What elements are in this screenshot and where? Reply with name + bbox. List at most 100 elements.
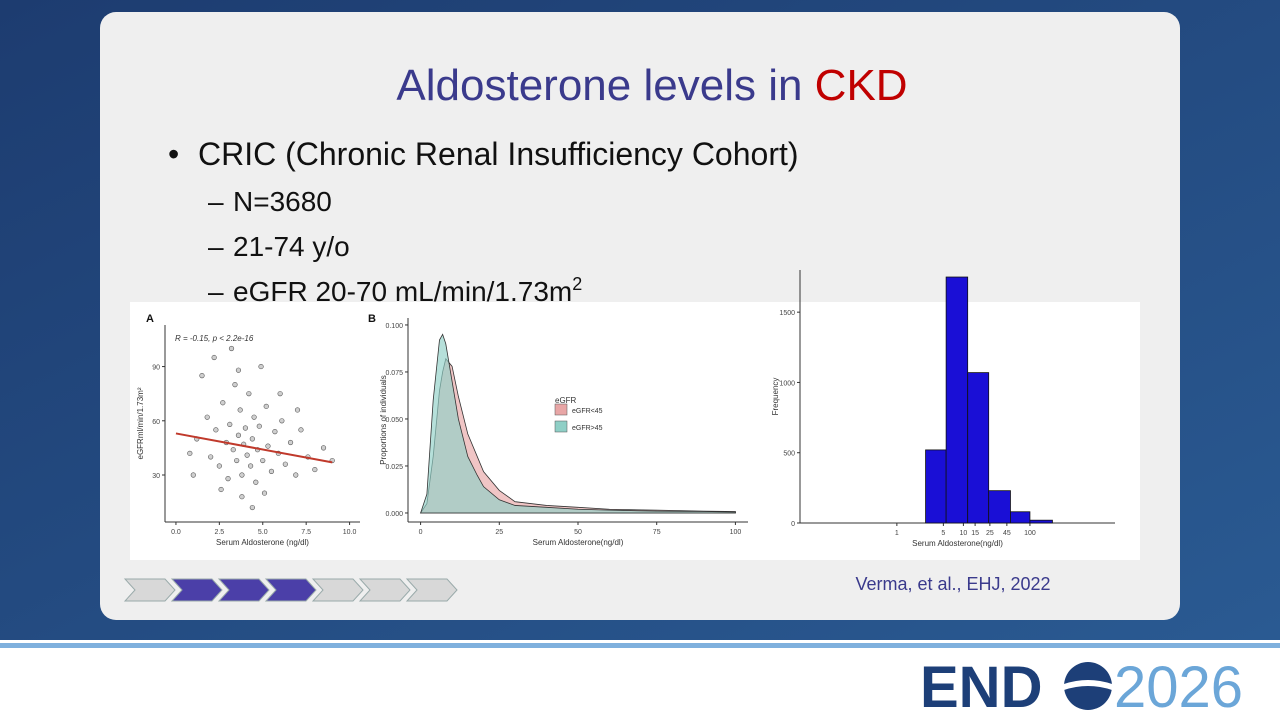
point xyxy=(265,443,271,449)
logo-right: 2026 xyxy=(1114,655,1243,720)
panel-label: B xyxy=(368,313,376,325)
x-tick-label: 25 xyxy=(495,529,503,536)
y-tick-label: 0.075 xyxy=(385,370,403,377)
legend-label: eGFR>45 xyxy=(572,425,603,432)
y-tick-label: 90 xyxy=(152,365,160,372)
y-axis-label: Proportions of individuals xyxy=(379,375,388,464)
sub-bullet-dash: – xyxy=(208,186,224,217)
y-tick-label: 1500 xyxy=(779,310,795,317)
x-tick-label: 100 xyxy=(1024,530,1036,537)
point xyxy=(293,472,299,478)
bar xyxy=(945,276,969,524)
point xyxy=(218,486,224,493)
charts: 30 60 90 0.0 2.5 5.0 7.5 10.0 Serum Aldosterone … xyxy=(136,270,1115,548)
x-tick-label: 50 xyxy=(574,529,582,536)
chevron xyxy=(217,578,270,602)
annotation: R = -0.15, p < 2.2e-16 xyxy=(175,334,254,343)
x-tick-label: 10 xyxy=(959,530,967,537)
logo-left: END xyxy=(920,655,1042,720)
x-tick-label: 25 xyxy=(986,530,994,537)
point xyxy=(294,407,301,413)
point xyxy=(239,494,245,500)
y-tick-label: 1000 xyxy=(779,380,795,387)
sub-bullet: N=3680 xyxy=(233,186,332,217)
point xyxy=(208,454,214,460)
chart: 30 60 90 0.0 2.5 5.0 7.5 10.0 Serum Aldosterone … xyxy=(136,313,360,547)
point xyxy=(256,423,262,429)
x-tick-label: 5.0 xyxy=(258,529,268,536)
point xyxy=(234,457,240,464)
x-axis-label: Serum Aldosterone(ng/dl) xyxy=(533,538,624,547)
x-tick-label: 15 xyxy=(971,530,979,537)
point xyxy=(232,382,238,388)
sub-bullet: 21-74 y/o xyxy=(233,231,350,262)
x-tick-label: 1 xyxy=(895,530,899,537)
bar xyxy=(925,449,947,524)
point xyxy=(320,445,327,451)
point xyxy=(230,447,236,453)
point xyxy=(279,418,285,424)
x-axis-label: Serum Aldosterone (ng/dl) xyxy=(216,538,309,547)
point xyxy=(220,400,226,406)
point xyxy=(190,472,196,478)
citation: Verma, et al., EHJ, 2022 xyxy=(855,574,1050,594)
x-tick-label: 0.0 xyxy=(171,529,181,536)
point xyxy=(213,427,219,433)
point xyxy=(263,403,269,409)
chevron xyxy=(264,578,317,602)
point xyxy=(211,354,217,361)
point xyxy=(258,363,264,370)
bar xyxy=(1010,511,1031,524)
chevron xyxy=(358,578,411,602)
bar xyxy=(1029,519,1053,524)
point xyxy=(246,391,252,397)
y-tick-label: 500 xyxy=(783,451,795,458)
chevron xyxy=(311,578,364,602)
point xyxy=(227,421,233,428)
chevron xyxy=(123,578,176,602)
point xyxy=(253,479,259,485)
x-tick-label: 10.0 xyxy=(343,529,357,536)
y-tick-label: 0.050 xyxy=(385,417,403,424)
y-tick-label: 30 xyxy=(152,473,160,480)
y-tick-label: 0.000 xyxy=(385,511,403,518)
x-tick-label: 45 xyxy=(1003,530,1011,537)
panel-label: A xyxy=(146,313,154,325)
point xyxy=(312,466,318,473)
fit-line xyxy=(175,432,333,464)
point xyxy=(287,439,294,446)
point xyxy=(277,391,283,397)
title-main: Aldosterone levels in xyxy=(396,61,814,110)
x-tick-label: 100 xyxy=(730,529,742,536)
x-tick-label: 7.5 xyxy=(301,529,311,536)
chevron xyxy=(170,578,223,602)
slide-title: Aldosterone levels in CKD xyxy=(396,61,907,110)
title-highlight: CKD xyxy=(815,61,908,110)
y-tick-label: 0.100 xyxy=(385,323,403,330)
chart: 0.000 0.025 0.050 0.075 0.100 0 25 50 75 100 Serum… xyxy=(368,313,748,547)
chevron xyxy=(405,578,458,602)
x-tick-label: 5 xyxy=(941,530,945,537)
y-axis-label: eGFRml/min/1.73m² xyxy=(136,387,145,459)
y-axis-label: Frequency xyxy=(771,378,780,416)
point xyxy=(187,450,193,456)
sub-bullet: eGFR 20-70 mL/min/1.73m2 xyxy=(233,274,582,307)
legend-label: eGFR<45 xyxy=(572,408,603,415)
progress-chevrons xyxy=(123,578,458,602)
point xyxy=(249,436,255,442)
density-area xyxy=(420,333,736,514)
point xyxy=(249,504,255,511)
logo-globe xyxy=(1064,662,1112,710)
bar xyxy=(988,490,1011,524)
point xyxy=(204,414,210,420)
bullet: CRIC (Chronic Renal Insufficiency Cohort… xyxy=(198,136,799,172)
point xyxy=(244,452,250,458)
point xyxy=(242,425,248,431)
legend-swatch xyxy=(554,420,568,433)
bullet-dot: • xyxy=(168,136,179,172)
globe-band xyxy=(1064,680,1112,690)
y-tick-label: 0 xyxy=(791,521,795,528)
